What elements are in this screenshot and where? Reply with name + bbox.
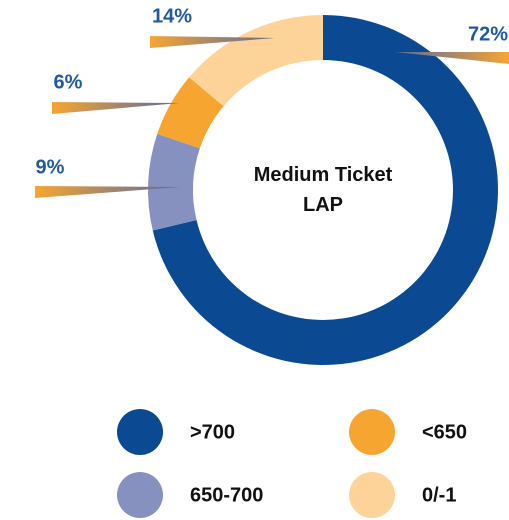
label-pointer: [52, 102, 180, 114]
label-pointer: [395, 52, 509, 64]
legend-label: >700: [190, 421, 235, 443]
donut-segment: [189, 15, 323, 107]
legend-swatch: [117, 472, 163, 518]
donut-segment: [157, 77, 224, 149]
legend-label: 0/-1: [422, 484, 456, 506]
data-label: 72%: [468, 23, 508, 45]
data-label: 6%: [54, 71, 83, 93]
data-label: 9%: [36, 156, 65, 178]
data-label: 14%: [152, 5, 192, 27]
legend-swatch: [117, 409, 163, 455]
legend-label: 650-700: [190, 484, 263, 506]
legend-swatch: [349, 472, 395, 518]
label-pointer: [35, 186, 180, 198]
chart-title: Medium Ticket LAP: [253, 164, 393, 216]
legend-swatch: [349, 409, 395, 455]
label-pointer: [150, 36, 275, 48]
legend-label: <650: [422, 421, 467, 443]
donut-segment: [147, 133, 200, 231]
